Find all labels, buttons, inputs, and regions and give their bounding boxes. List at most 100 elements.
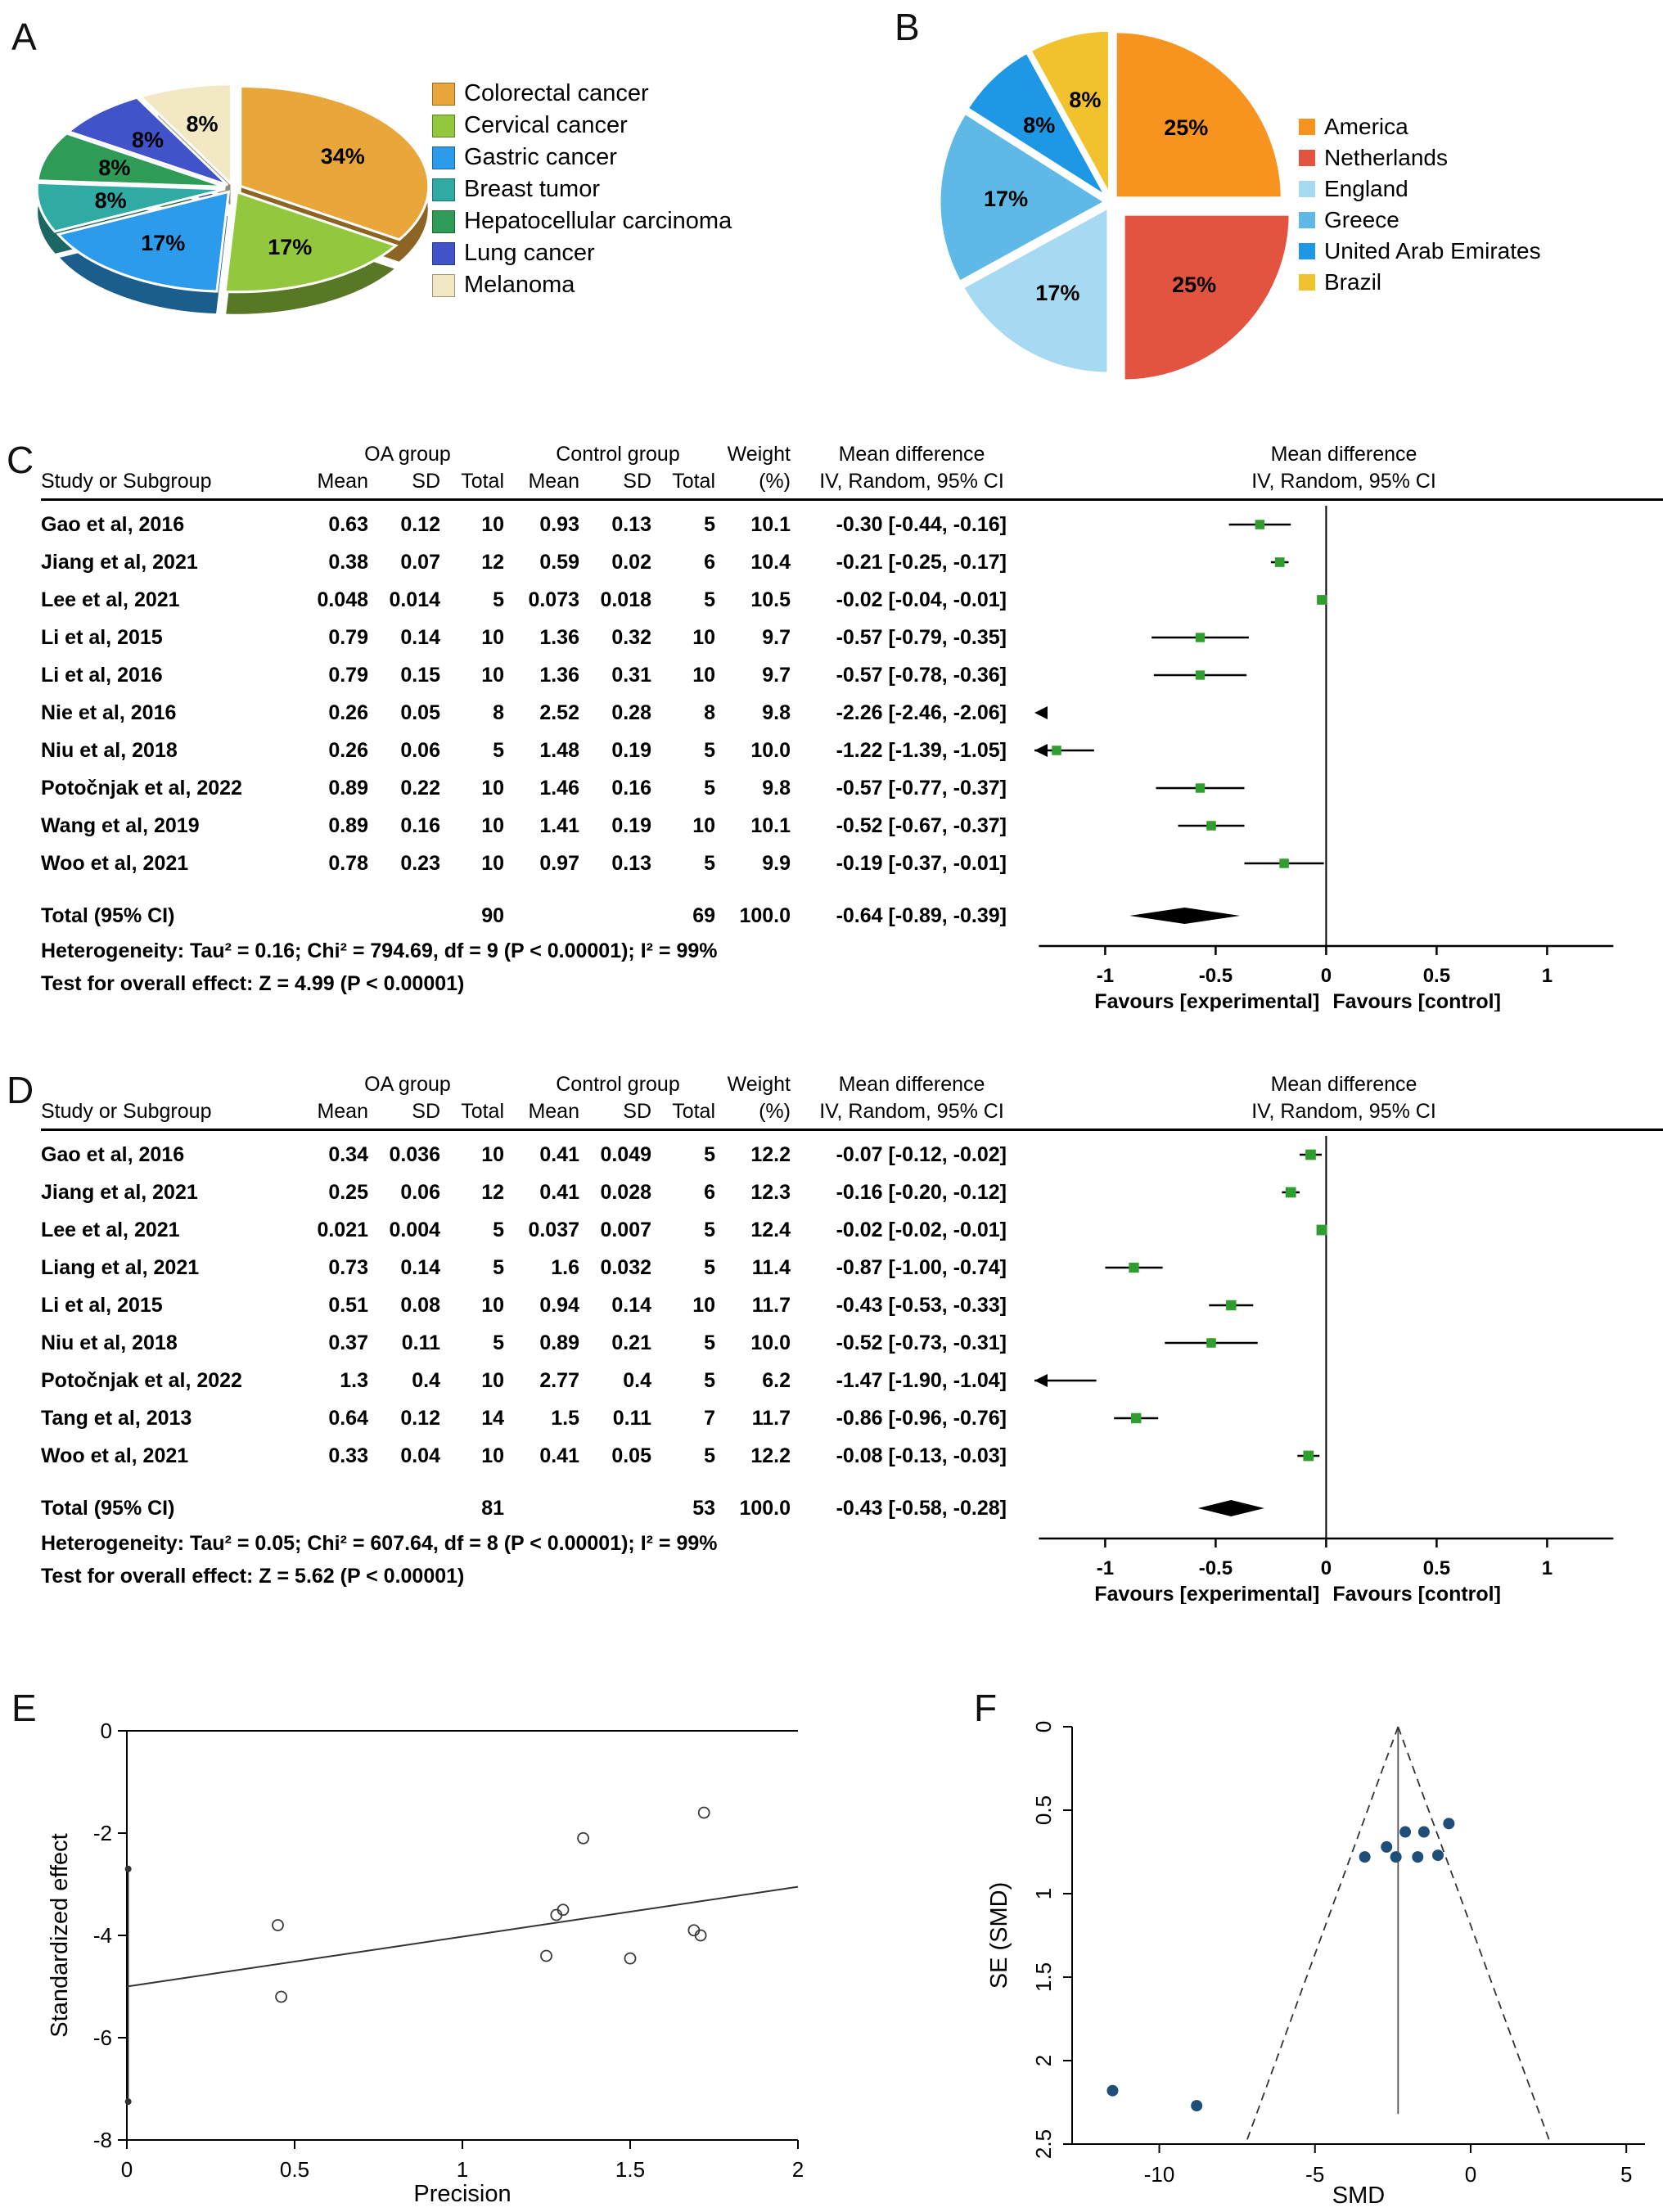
panel-d-label: D <box>7 1069 34 1111</box>
pie-slice <box>936 109 1111 286</box>
weight-value: 10.5 <box>750 588 791 611</box>
cell: 0.32 <box>611 625 651 649</box>
weight-value: 100.0 <box>739 903 791 927</box>
study-point <box>1390 1851 1402 1863</box>
cell: 0.19 <box>611 813 651 837</box>
weight-value: 11.7 <box>751 1406 791 1430</box>
ci-text: -0.43 [-0.53, -0.33] <box>836 1293 1007 1317</box>
forest-total-row: Total (95% CI) 81 53 100.0 -0.43 [-0.58, -0.… <box>41 1489 1025 1527</box>
cell: 0.036 <box>389 1142 440 1166</box>
cell: 90 <box>481 903 504 927</box>
forest-row: Jiang et al, 2021 0.38 0.07 12 0.59 0.02 6 10.4… <box>41 543 1025 581</box>
ci-text: -0.30 [-0.44, -0.16] <box>836 512 1007 536</box>
cell: 0.13 <box>611 512 651 536</box>
cell: 14 <box>481 1406 504 1430</box>
panel-e: E 0 -2 -4 -6 -8 0 0.5 1 1.5 2 Standardized effect P… <box>0 1686 941 2210</box>
study-name: Lee et al, 2021 <box>41 1218 180 1241</box>
weight-value: 10.1 <box>750 512 791 536</box>
cell: 10 <box>481 663 504 687</box>
study-name: Gao et al, 2016 <box>41 512 185 536</box>
cell: 12 <box>481 550 504 574</box>
forest-header-left: OA group Control group Weight Mean diffe… <box>41 1071 1025 1125</box>
legend-label: Lung cancer <box>464 240 595 266</box>
header-rule <box>41 498 1663 501</box>
cell: 0.21 <box>611 1331 651 1354</box>
ci-text: -0.43 [-0.58, -0.28] <box>836 1496 1007 1520</box>
pie-slice <box>36 132 226 188</box>
plot-subtitle: IV, Random, 95% CI <box>1251 470 1436 493</box>
weight-value: 9.9 <box>762 851 791 875</box>
cell: 0.004 <box>389 1218 440 1241</box>
cell: 1.48 <box>539 738 579 762</box>
weight-value: 100.0 <box>739 1496 791 1520</box>
axis-tick-label: 0.5 <box>1423 965 1450 987</box>
forest-header-row1: OA group Control group Weight Mean diffe… <box>41 1071 1025 1098</box>
legend-label: Colorectal cancer <box>464 80 649 106</box>
cell: 0.19 <box>611 738 651 762</box>
cell: 8 <box>493 701 504 724</box>
x-tick-label: 1.5 <box>615 2157 645 2182</box>
legend-item: England <box>1299 177 1541 200</box>
cell: 0.64 <box>328 1406 368 1430</box>
cell: 0.14 <box>400 625 440 649</box>
spacer <box>41 882 1025 897</box>
ci-text: -0.87 [-1.00, -0.74] <box>836 1255 1007 1279</box>
forest-row: Li et al, 2015 0.51 0.08 10 0.94 0.14 10 11.7 -0… <box>41 1286 1025 1324</box>
pies-row: A 34% 17% 17% 8% 8% 8% 8% Colorectal cancer Cer… <box>0 0 1663 421</box>
cell: 0.028 <box>600 1180 651 1204</box>
forest-header: OA group Control group Weight Mean diffe… <box>41 441 1663 495</box>
cell: 0.04 <box>400 1444 440 1467</box>
col-study: Study or Subgroup <box>41 470 212 493</box>
cell: 0.41 <box>539 1142 579 1166</box>
study-name: Jiang et al, 2021 <box>41 550 198 574</box>
cell: 0.05 <box>611 1444 651 1467</box>
legend-item: Brazil <box>1299 270 1541 294</box>
effect-marker <box>1052 746 1061 755</box>
heterogeneity-note: Heterogeneity: Tau² = 0.16; Chi² = 794.6… <box>41 939 718 962</box>
heterogeneity-note: Heterogeneity: Tau² = 0.05; Chi² = 607.6… <box>41 1532 718 1555</box>
cell: 10 <box>692 813 715 837</box>
cancer-types-legend: Colorectal cancer Cervical cancer Gastric … <box>432 82 732 297</box>
x-tick-label: 1 <box>457 2157 468 2182</box>
cell: 7 <box>704 1406 715 1430</box>
cell: 0.78 <box>328 851 368 875</box>
cell: 0.26 <box>328 701 368 724</box>
y-tick-label: 0 <box>101 1719 112 1743</box>
ci-text: -2.26 [-2.46, -2.06] <box>836 701 1007 724</box>
data-point <box>275 1990 288 2003</box>
favours-right-label: Favours [control] <box>1332 990 1501 1011</box>
cell: 6 <box>704 1180 715 1204</box>
cell: 10 <box>481 1444 504 1467</box>
cell: 0.11 <box>612 1406 651 1430</box>
x-tick-label: 5 <box>1620 2162 1632 2187</box>
weight-value: 11.7 <box>751 1293 791 1317</box>
study-name: Woo et al, 2021 <box>41 851 189 875</box>
favours-right-label: Favours [control] <box>1332 1583 1501 1604</box>
effect-marker <box>1130 1412 1142 1424</box>
forest-row: Lee et al, 2021 0.048 0.014 5 0.073 0.018 5 10.… <box>41 581 1025 619</box>
pie-slice <box>1112 29 1285 201</box>
cell: 0.032 <box>600 1255 651 1279</box>
cell: 0.94 <box>539 1293 579 1317</box>
weight-value: 9.7 <box>762 625 791 649</box>
forest-body: Gao et al, 2016 0.34 0.036 10 0.41 0.049 5 12.2… <box>41 1136 1663 1604</box>
cell: 5 <box>493 1255 504 1279</box>
x-tick-label: 0 <box>121 2157 133 2182</box>
col-pct: (%) <box>759 470 791 493</box>
slice-percent-label: 8% <box>1023 113 1055 137</box>
axis-tick-label: 1 <box>1542 1557 1553 1579</box>
weight-value: 12.2 <box>750 1142 791 1166</box>
legend-swatch <box>432 209 455 233</box>
panel-b: B 25% 25% 17% 17% 8% 8% America Netherlands Eng… <box>863 0 1663 421</box>
left-arrow <box>1034 744 1048 757</box>
forest-row: Gao et al, 2016 0.34 0.036 10 0.41 0.049 5 12.2… <box>41 1136 1025 1174</box>
study-point <box>1417 1826 1430 1838</box>
cell: 5 <box>704 1218 715 1241</box>
data-point <box>694 1929 707 1942</box>
ci-text: -0.57 [-0.77, -0.37] <box>836 776 1007 800</box>
cell: 0.018 <box>600 588 651 611</box>
ci-text: -0.57 [-0.79, -0.35] <box>836 625 1007 649</box>
pie-slice <box>35 181 226 233</box>
favours-left-label: Favours [experimental] <box>1094 1583 1319 1604</box>
